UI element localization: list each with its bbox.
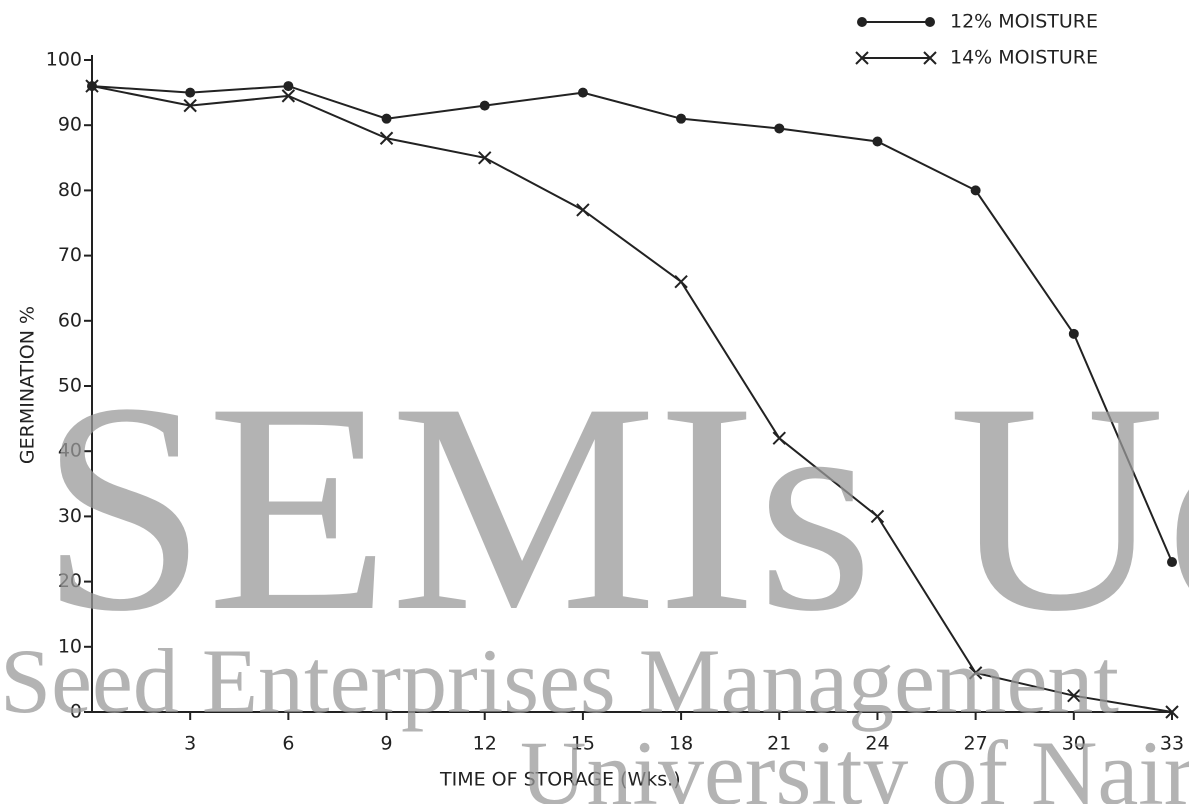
data-point <box>1165 705 1179 719</box>
data-point <box>925 17 935 27</box>
x-tick-label: 33 <box>1160 733 1184 755</box>
data-point <box>968 666 983 680</box>
data-point <box>183 98 197 113</box>
y-axis-label: GERMINATION % <box>17 306 39 464</box>
marker <box>872 136 883 147</box>
marker <box>185 87 196 98</box>
marker <box>925 17 935 27</box>
marker <box>478 151 492 165</box>
y-tick-label: 20 <box>58 570 82 592</box>
line <box>91 85 1173 713</box>
data-point <box>381 113 392 124</box>
data-point <box>576 203 590 217</box>
watermark: SEMIs UoN <box>40 341 1189 673</box>
marker <box>85 79 99 93</box>
marker <box>923 51 937 65</box>
data-point <box>855 51 869 65</box>
marker <box>772 431 786 445</box>
line <box>91 85 1173 563</box>
x-tick-label: 15 <box>571 733 595 755</box>
marker <box>970 185 981 196</box>
y-tick-label: 30 <box>58 505 82 527</box>
marker <box>183 98 197 113</box>
y-tick-label: 60 <box>58 309 82 331</box>
data-point <box>857 17 867 27</box>
y-tick-label: 70 <box>58 244 82 266</box>
data-point <box>1067 688 1081 703</box>
data-point <box>85 79 99 93</box>
data-point <box>923 51 937 65</box>
data-point <box>1167 557 1177 568</box>
data-point <box>1068 328 1079 339</box>
x-tick-label: 3 <box>184 733 196 755</box>
watermark: Seed Enterprises Management <box>0 630 1119 732</box>
data-point <box>281 89 296 103</box>
y-tick-label: 40 <box>58 440 82 462</box>
marker <box>870 509 885 524</box>
marker <box>576 203 590 217</box>
y-tick-label: 90 <box>58 114 82 136</box>
x-tick-label: 27 <box>964 733 988 755</box>
data-point <box>870 509 885 524</box>
marker <box>968 666 983 680</box>
y-tick-label: 10 <box>58 635 82 657</box>
data-point <box>185 87 196 98</box>
marker <box>1167 557 1177 568</box>
marker <box>1165 705 1179 719</box>
x-axis-label: TIME OF STORAGE (Wks.) <box>439 769 681 791</box>
x-tick-label: 21 <box>767 733 791 755</box>
data-point <box>872 136 883 147</box>
legend-label: 14% MOISTURE <box>950 47 1098 69</box>
x-tick-label: 9 <box>380 733 392 755</box>
legend-label: 12% MOISTURE <box>950 11 1098 33</box>
data-point <box>283 81 294 92</box>
x-tick-label: 12 <box>473 733 497 755</box>
marker <box>281 89 296 103</box>
marker <box>479 100 490 111</box>
y-tick-label: 80 <box>58 179 82 201</box>
data-point <box>676 113 687 124</box>
x-tick-label: 30 <box>1062 733 1086 755</box>
data-point <box>577 87 588 98</box>
y-tick-label: 100 <box>46 49 82 71</box>
marker <box>379 131 394 145</box>
marker <box>674 274 688 289</box>
marker <box>774 123 785 134</box>
marker <box>857 17 867 27</box>
y-tick-label: 50 <box>58 375 82 397</box>
marker <box>1068 328 1079 339</box>
watermark: University of Nairobi <box>520 722 1189 804</box>
marker <box>381 113 392 124</box>
data-point <box>674 274 688 289</box>
data-point <box>479 100 490 111</box>
data-point <box>379 131 394 145</box>
marker <box>855 51 869 65</box>
y-tick-label: 0 <box>70 701 82 723</box>
marker <box>283 81 294 92</box>
data-point <box>970 185 981 196</box>
data-point <box>478 151 492 165</box>
x-tick-label: 18 <box>669 733 693 755</box>
data-point <box>772 431 786 445</box>
marker <box>676 113 687 124</box>
x-tick-label: 6 <box>282 733 294 755</box>
marker <box>577 87 588 98</box>
data-point <box>774 123 785 134</box>
marker <box>1067 688 1081 703</box>
x-tick-label: 24 <box>865 733 889 755</box>
